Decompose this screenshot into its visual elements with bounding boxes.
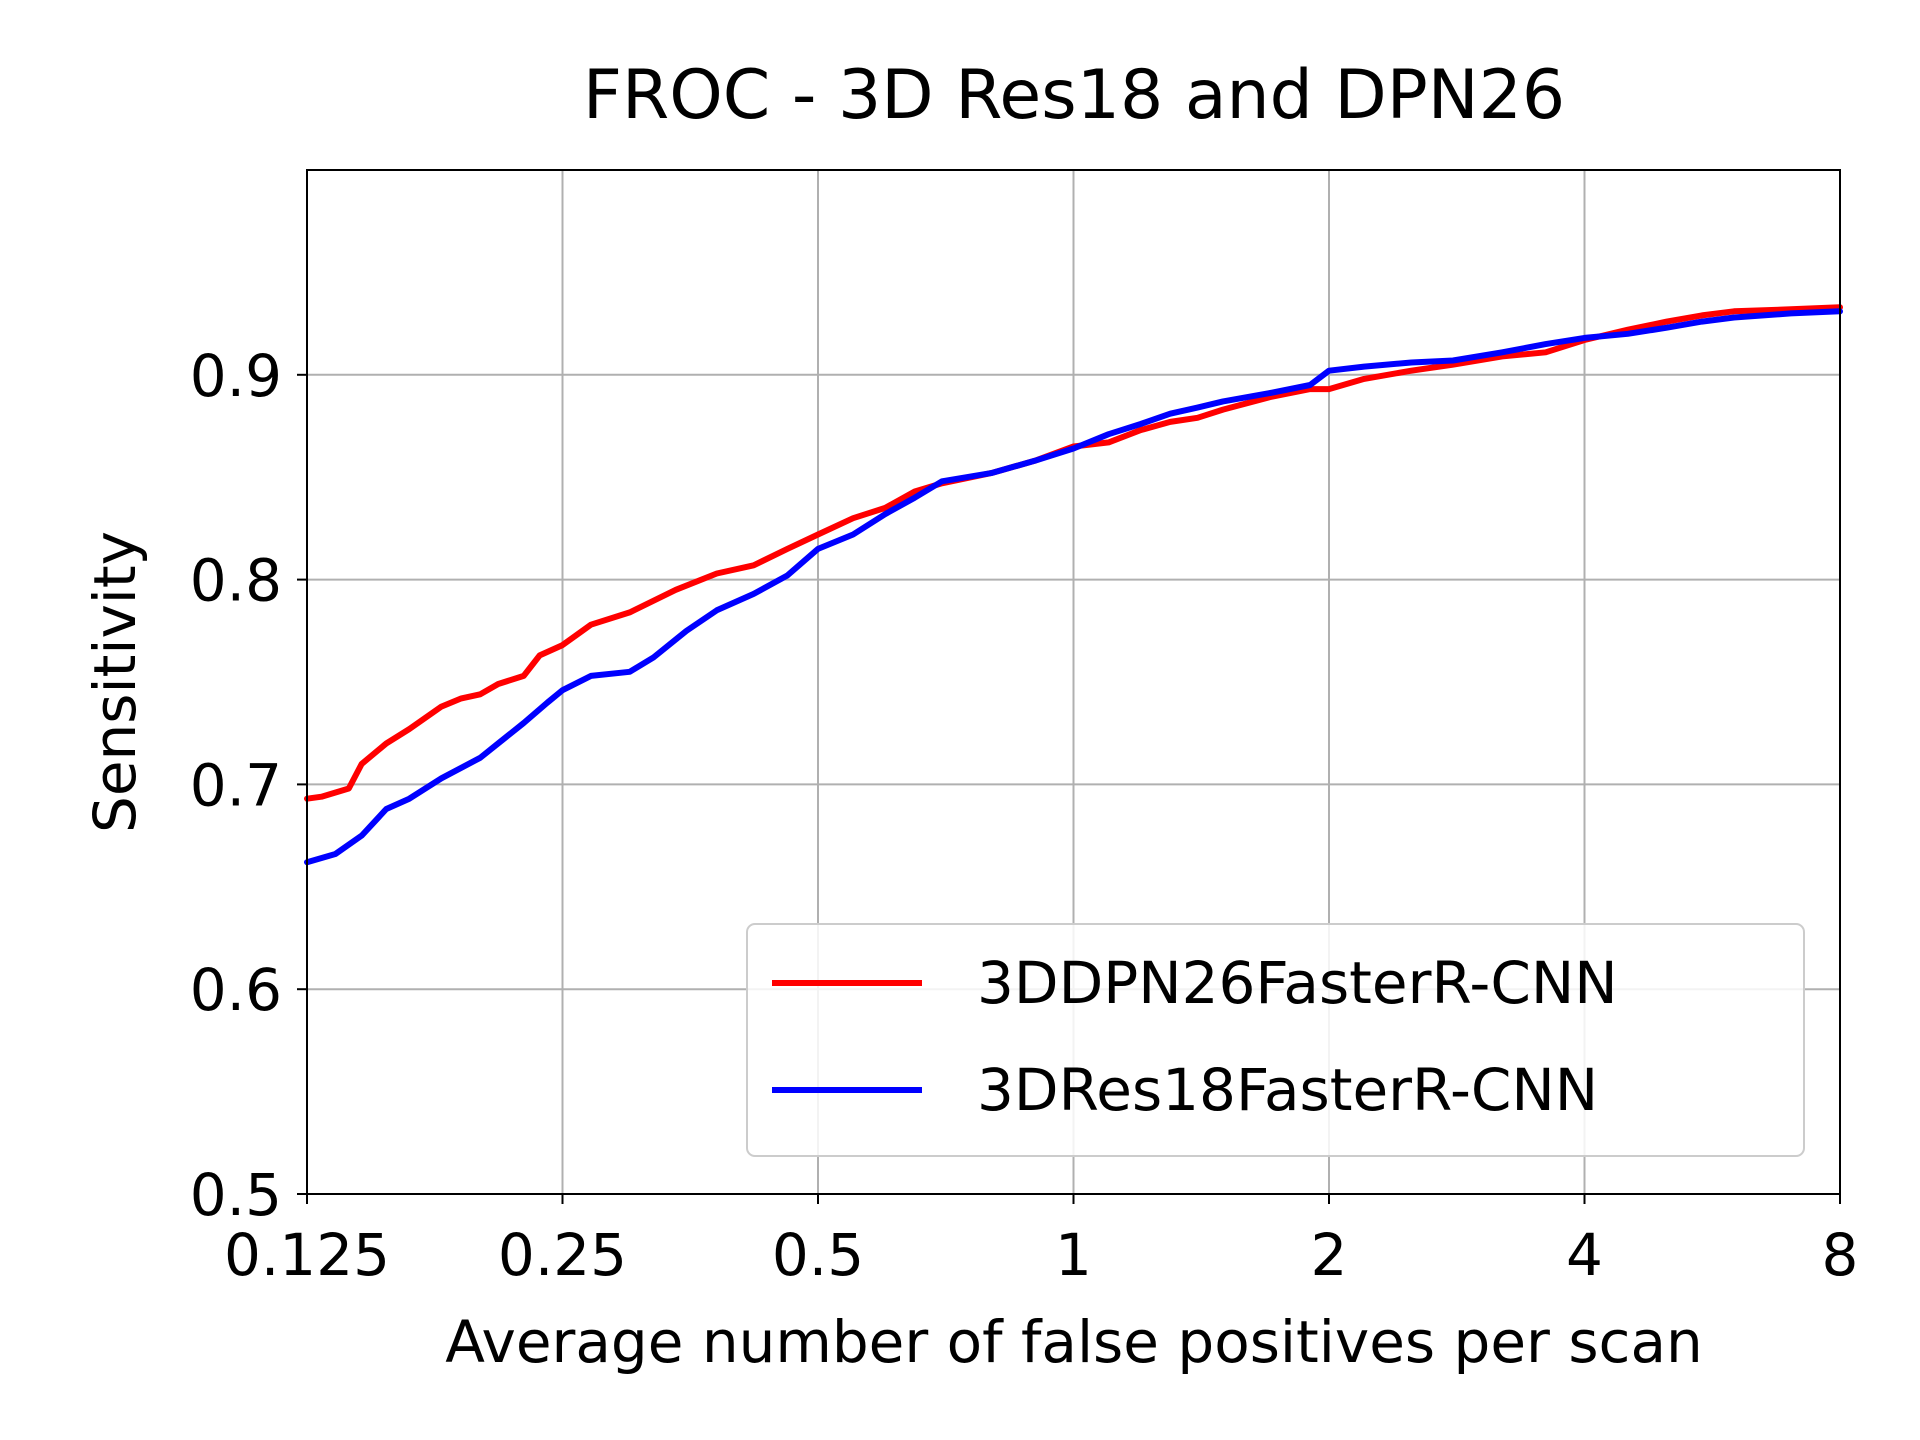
legend: 3DDPN26FasterR-CNN 3DRes18FasterR-CNN: [746, 923, 1805, 1157]
series-line-res18: [304, 308, 1843, 866]
legend-label-res18: 3DRes18FasterR-CNN: [977, 1056, 1598, 1124]
y-tick-label-0: 0.5: [190, 1161, 282, 1229]
x-tick-label-3: 1: [1055, 1221, 1092, 1289]
x-tick-label-2: 0.5: [772, 1221, 864, 1289]
x-tick-label-5: 4: [1566, 1221, 1603, 1289]
chart-title: FROC - 3D Res18 and DPN26: [583, 56, 1565, 135]
series-lines: [304, 304, 1843, 866]
x-tick-label-4: 2: [1311, 1221, 1348, 1289]
x-tick-label-0: 0.125: [224, 1221, 390, 1289]
x-axis-label: Average number of false positives per sc…: [445, 1308, 1703, 1376]
y-tick-label-4: 0.9: [190, 342, 282, 410]
y-tick-label-2: 0.7: [190, 751, 282, 819]
x-tick-label-1: 0.25: [498, 1221, 627, 1289]
y-tick-label-1: 0.6: [190, 956, 282, 1024]
y-tick-label-3: 0.8: [190, 547, 282, 615]
legend-label-dpn26: 3DDPN26FasterR-CNN: [977, 949, 1618, 1017]
y-axis-label: Sensitivity: [81, 531, 149, 833]
axis-ticks: 0.125 0.25 0.5 1 2 4 8 0.5 0.6 0.7 0.8 0.9: [190, 342, 1859, 1289]
legend-box: [746, 923, 1805, 1157]
x-tick-label-6: 8: [1822, 1221, 1859, 1289]
